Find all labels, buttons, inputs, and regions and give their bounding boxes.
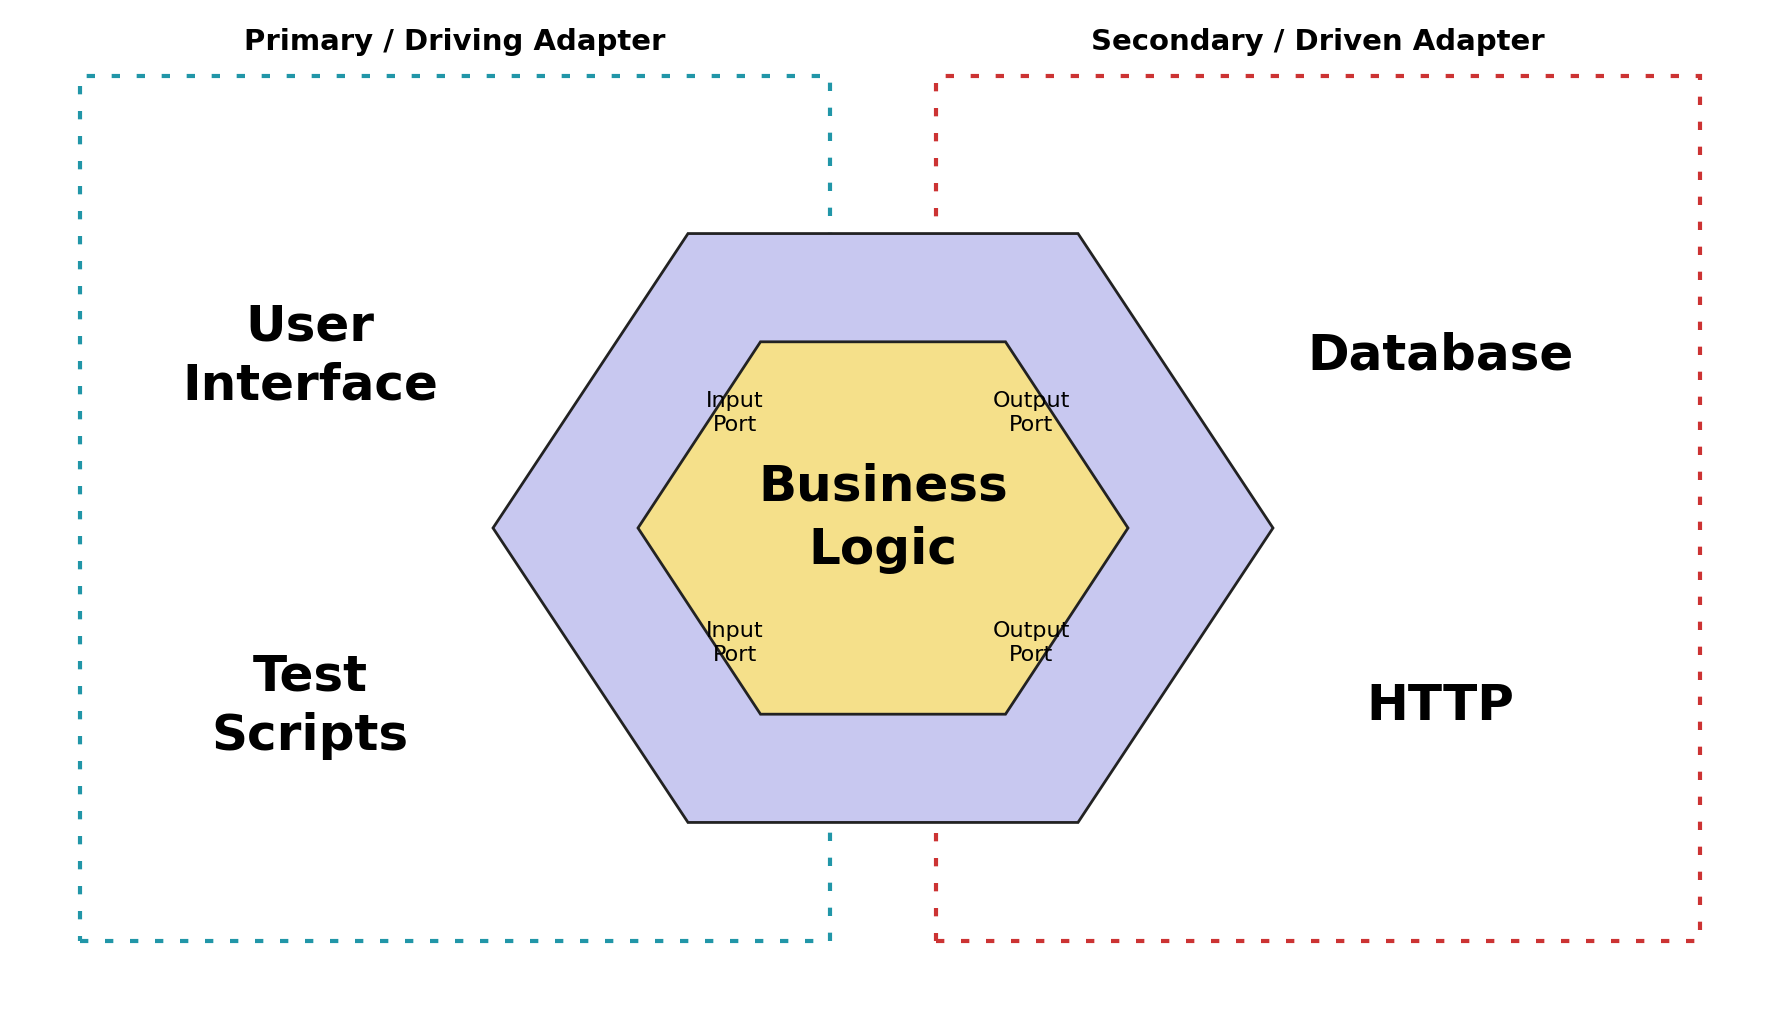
- Polygon shape: [638, 342, 1128, 714]
- Text: Business
Logic: Business Logic: [758, 462, 1008, 574]
- Text: Secondary / Driven Adapter: Secondary / Driven Adapter: [1091, 28, 1545, 56]
- Text: Input
Port: Input Port: [706, 621, 765, 665]
- Text: HTTP: HTTP: [1367, 682, 1513, 730]
- Text: Primary / Driving Adapter: Primary / Driving Adapter: [244, 28, 666, 56]
- Bar: [79, 76, 830, 941]
- Polygon shape: [493, 233, 1273, 823]
- Text: Database: Database: [1307, 332, 1574, 380]
- Text: Test
Scripts: Test Scripts: [212, 653, 408, 759]
- Text: Input
Port: Input Port: [706, 391, 765, 435]
- Bar: [936, 76, 1701, 941]
- Text: Output
Port: Output Port: [992, 391, 1070, 435]
- Text: Output
Port: Output Port: [992, 621, 1070, 665]
- Text: User
Interface: User Interface: [182, 303, 438, 409]
